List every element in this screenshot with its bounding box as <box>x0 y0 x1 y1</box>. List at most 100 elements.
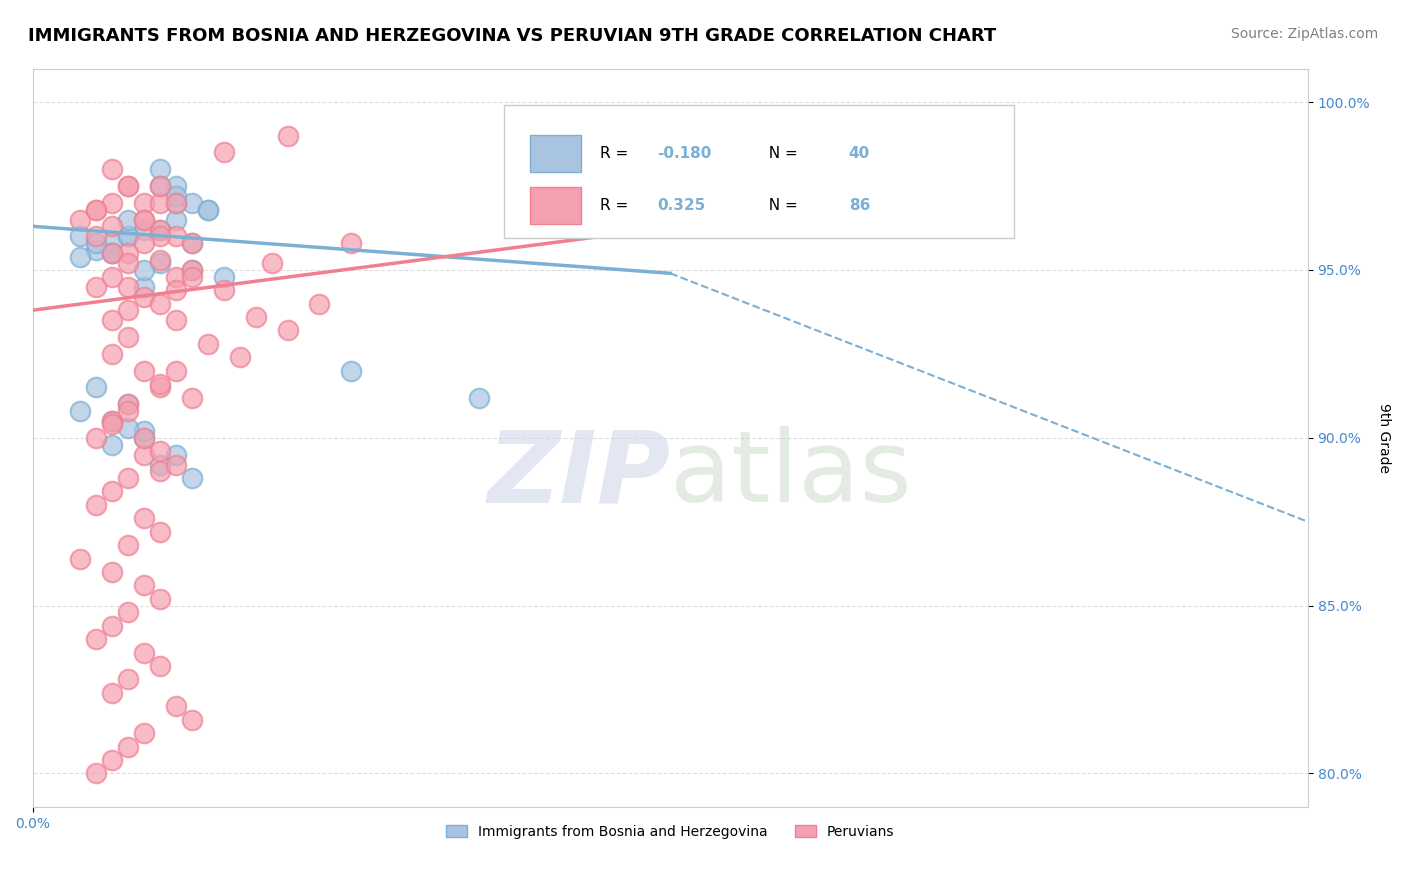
Point <box>245 310 267 324</box>
Point <box>468 391 491 405</box>
Point <box>84 202 107 217</box>
Point <box>149 458 172 472</box>
Point <box>229 350 252 364</box>
Point <box>180 269 202 284</box>
Point <box>132 195 155 210</box>
Point <box>117 538 139 552</box>
Point <box>180 471 202 485</box>
Point <box>149 179 172 194</box>
Point <box>165 699 187 714</box>
Text: atlas: atlas <box>671 426 911 524</box>
Point <box>84 632 107 647</box>
Point <box>132 212 155 227</box>
Point <box>340 236 363 251</box>
Point <box>165 364 187 378</box>
Point <box>69 212 91 227</box>
Text: -0.180: -0.180 <box>658 146 711 161</box>
Point <box>149 222 172 236</box>
Point <box>180 263 202 277</box>
Point <box>101 437 124 451</box>
Point <box>84 498 107 512</box>
Point <box>101 246 124 260</box>
Point <box>132 431 155 445</box>
Point <box>180 236 202 251</box>
Point <box>101 753 124 767</box>
Point <box>101 417 124 432</box>
Point <box>117 279 139 293</box>
Point <box>180 713 202 727</box>
Point <box>212 145 235 160</box>
Point <box>84 431 107 445</box>
Point <box>101 246 124 260</box>
Point <box>149 524 172 539</box>
Point <box>149 252 172 267</box>
Point <box>149 659 172 673</box>
Point <box>132 212 155 227</box>
Point <box>101 313 124 327</box>
Point <box>101 162 124 177</box>
Point <box>84 279 107 293</box>
Point <box>101 236 124 251</box>
Point <box>149 464 172 478</box>
Point <box>117 605 139 619</box>
Text: Source: ZipAtlas.com: Source: ZipAtlas.com <box>1230 27 1378 41</box>
Point <box>149 195 172 210</box>
Text: R =: R = <box>600 146 633 161</box>
Point <box>149 380 172 394</box>
Point <box>101 246 124 260</box>
Point <box>132 448 155 462</box>
Point <box>165 283 187 297</box>
Point <box>165 189 187 203</box>
Point <box>212 283 235 297</box>
Point <box>149 256 172 270</box>
Point <box>117 246 139 260</box>
Point <box>308 296 330 310</box>
Point <box>180 391 202 405</box>
Point <box>132 222 155 236</box>
Point <box>149 377 172 392</box>
Point <box>69 404 91 418</box>
Point <box>101 347 124 361</box>
Point <box>101 414 124 428</box>
Point <box>101 484 124 499</box>
Text: ZIP: ZIP <box>486 426 671 524</box>
Point <box>101 195 124 210</box>
Point <box>132 431 155 445</box>
Point <box>117 421 139 435</box>
Point <box>197 202 219 217</box>
Point <box>117 739 139 754</box>
Point <box>132 236 155 251</box>
Point <box>117 397 139 411</box>
FancyBboxPatch shape <box>505 105 1015 238</box>
Text: N =: N = <box>759 146 803 161</box>
Point <box>149 444 172 458</box>
Point <box>165 448 187 462</box>
Point <box>117 256 139 270</box>
Text: R =: R = <box>600 198 633 212</box>
Point <box>180 195 202 210</box>
Point <box>180 263 202 277</box>
Bar <box>530 135 581 172</box>
Point <box>149 222 172 236</box>
Point <box>260 256 283 270</box>
Point <box>197 336 219 351</box>
Point <box>165 269 187 284</box>
Point <box>165 313 187 327</box>
Point <box>149 179 172 194</box>
Point <box>165 179 187 194</box>
Point <box>101 219 124 234</box>
Point <box>117 179 139 194</box>
Point <box>132 424 155 438</box>
Point <box>84 243 107 257</box>
Point <box>132 279 155 293</box>
Point <box>117 471 139 485</box>
Text: 40: 40 <box>849 146 870 161</box>
Point <box>84 766 107 780</box>
Point <box>84 202 107 217</box>
Point <box>132 646 155 660</box>
Point <box>165 229 187 244</box>
Point <box>277 323 299 337</box>
Point <box>101 686 124 700</box>
Point <box>165 195 187 210</box>
Point <box>340 364 363 378</box>
